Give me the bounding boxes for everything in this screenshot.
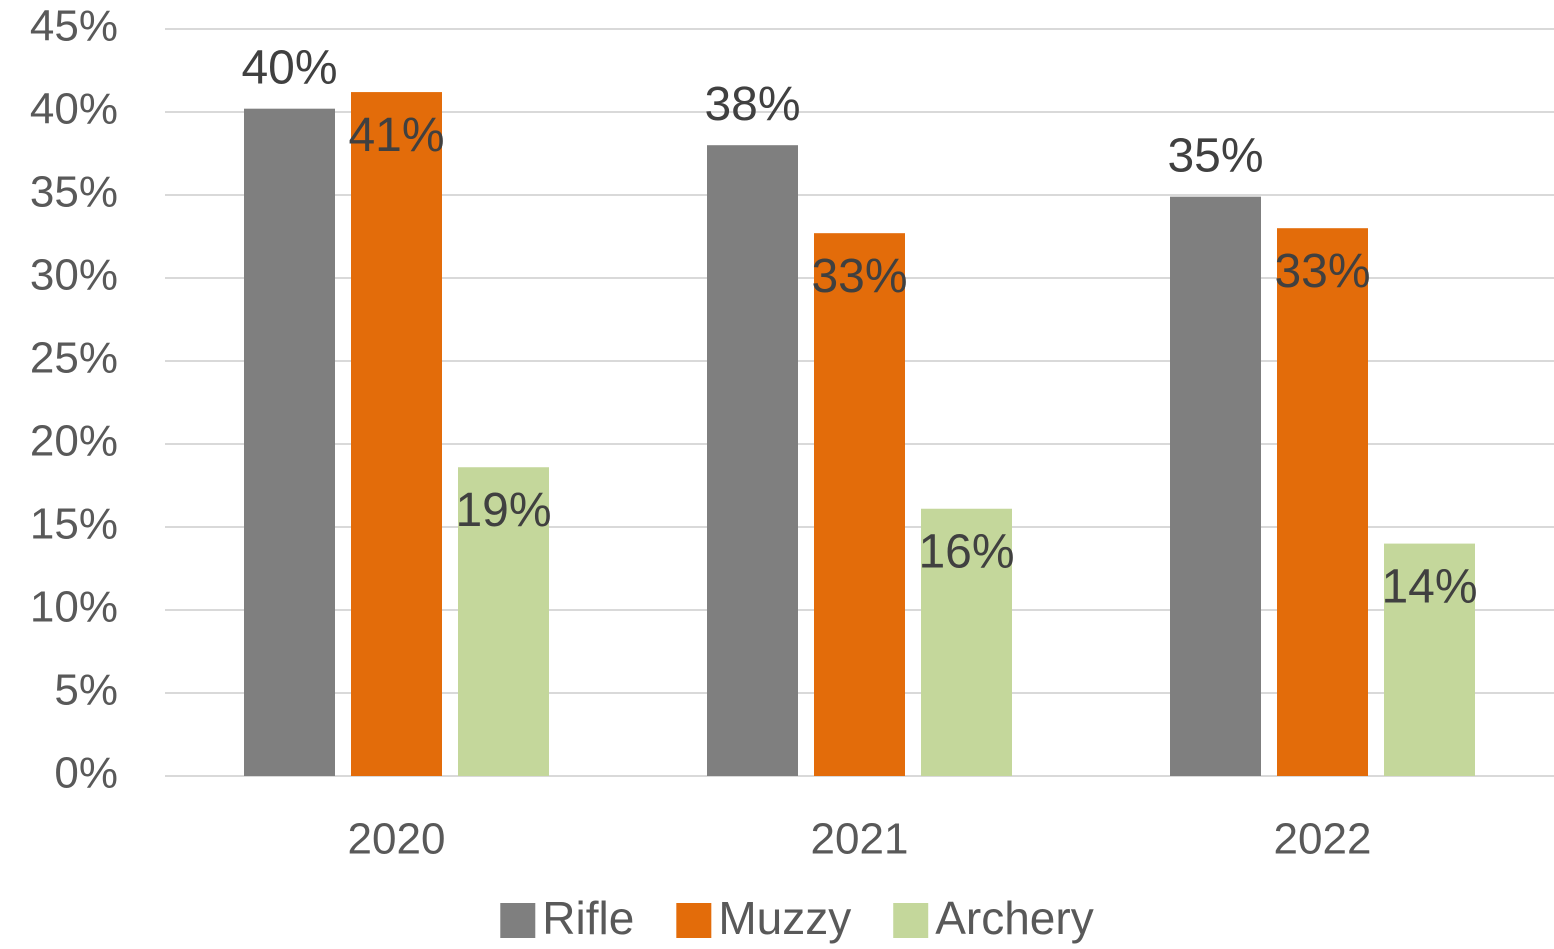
- y-tick-label: 5%: [54, 666, 118, 715]
- value-label: 33%: [811, 250, 907, 303]
- y-tick-label: 35%: [30, 168, 118, 217]
- bar: [1384, 543, 1475, 776]
- value-label: 19%: [455, 484, 551, 537]
- value-label: 40%: [241, 41, 337, 94]
- bar: [1277, 228, 1368, 776]
- bar: [921, 508, 1012, 776]
- y-tick-label: 20%: [30, 417, 118, 466]
- legend-swatch: [500, 903, 536, 938]
- legend-label: Muzzy: [718, 892, 851, 944]
- bar: [707, 145, 798, 776]
- legend-swatch: [676, 903, 712, 938]
- bar: [1170, 196, 1261, 776]
- legend-label: Archery: [935, 892, 1093, 944]
- legend-label: Rifle: [542, 892, 634, 944]
- y-tick-label: 25%: [30, 334, 118, 383]
- y-tick-label: 10%: [30, 583, 118, 632]
- y-tick-label: 45%: [30, 2, 118, 51]
- y-tick-label: 0%: [54, 749, 118, 798]
- bar: [351, 92, 442, 776]
- bar: [244, 108, 335, 777]
- value-label: 16%: [918, 525, 1014, 578]
- y-tick-label: 40%: [30, 85, 118, 134]
- y-tick-label: 30%: [30, 251, 118, 300]
- bar: [814, 233, 905, 776]
- legend-swatch: [893, 903, 929, 938]
- x-tick-label: 2022: [1274, 815, 1372, 864]
- value-label: 33%: [1274, 245, 1370, 298]
- value-label: 35%: [1167, 129, 1263, 182]
- value-label: 38%: [704, 78, 800, 131]
- value-label: 14%: [1381, 560, 1477, 613]
- bar: [458, 467, 549, 776]
- x-tick-label: 2021: [811, 815, 909, 864]
- y-tick-label: 15%: [30, 500, 118, 549]
- value-label: 41%: [348, 109, 444, 162]
- x-tick-label: 2020: [348, 815, 446, 864]
